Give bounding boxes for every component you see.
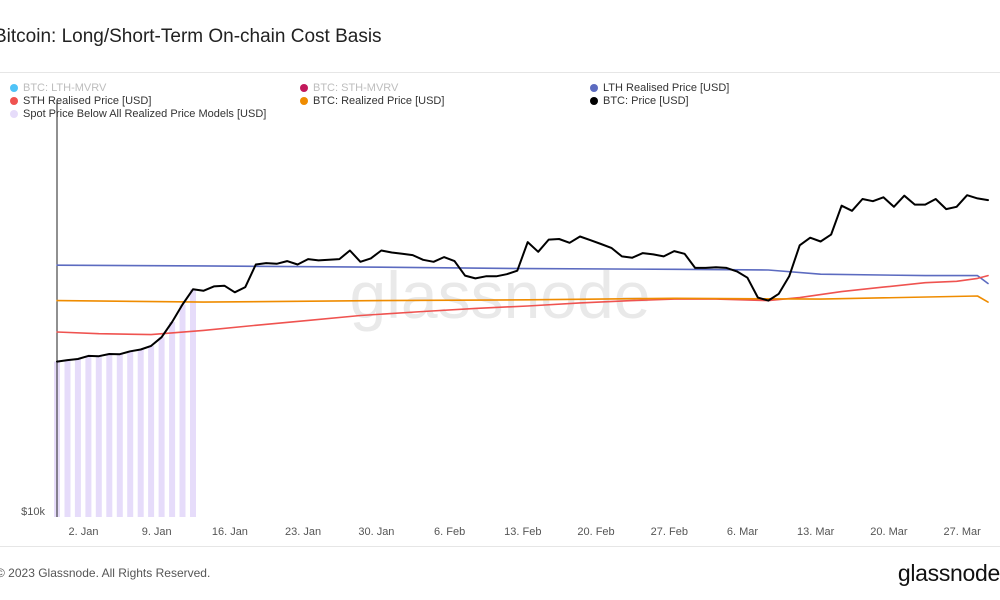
series-line-btc-realized-price-usd xyxy=(56,295,989,303)
legend-item-spot-below[interactable]: Spot Price Below All Realized Price Mode… xyxy=(10,108,266,120)
legend-dot-btc-price xyxy=(590,97,598,105)
highlight-bar xyxy=(116,354,123,517)
copyright-text: © 2023 Glassnode. All Rights Reserved. xyxy=(0,566,211,580)
x-tick-label: 20. Mar xyxy=(870,526,908,538)
header-divider xyxy=(0,72,1000,73)
highlight-bar xyxy=(169,322,176,517)
highlight-bar xyxy=(85,355,92,517)
legend-item-sth-mvrv[interactable]: BTC: STH-MVRV xyxy=(300,82,398,94)
x-tick-label: 30. Jan xyxy=(358,526,394,538)
chart-title: Bitcoin: Long/Short-Term On-chain Cost B… xyxy=(0,26,382,47)
x-tick-label: 9. Jan xyxy=(142,526,172,538)
legend-label-lth-realised-price: LTH Realised Price [USD] xyxy=(603,82,730,94)
legend-dot-sth-mvrv xyxy=(300,84,308,92)
brand-logo-text: glassnode xyxy=(897,560,1000,586)
highlight-bar xyxy=(106,354,113,517)
series-line-sth-realised-price-usd xyxy=(56,274,989,336)
x-tick-label: 27. Feb xyxy=(651,526,688,538)
legend-label-realized-price: BTC: Realized Price [USD] xyxy=(313,95,445,107)
series-line-btc-price-usd xyxy=(56,194,989,363)
highlight-bar xyxy=(64,360,71,517)
legend-label-sth-realised-price: STH Realised Price [USD] xyxy=(23,95,152,107)
legend-dot-lth-realised-price xyxy=(590,84,598,92)
legend: BTC: LTH-MVRV BTC: STH-MVRV LTH Realised… xyxy=(0,80,1000,124)
highlight-bar xyxy=(158,337,165,517)
highlight-bar xyxy=(74,359,81,517)
x-tick-layer: 2. Jan 9. Jan 16. Jan 23. Jan 30. Jan 6. Feb 1… xyxy=(69,526,982,538)
footer-divider xyxy=(0,546,1000,547)
legend-label-lth-mvrv: BTC: LTH-MVRV xyxy=(23,82,107,94)
watermark-text: glassnode xyxy=(350,258,651,332)
x-tick-label: 6. Mar xyxy=(727,526,759,538)
highlight-bar xyxy=(137,349,144,517)
legend-dot-lth-mvrv xyxy=(10,84,18,92)
legend-item-realized-price[interactable]: BTC: Realized Price [USD] xyxy=(300,95,444,107)
highlight-bar xyxy=(95,356,102,517)
x-tick-label: 2. Jan xyxy=(69,526,99,538)
highlight-layer xyxy=(54,289,196,517)
legend-item-sth-realised-price[interactable]: STH Realised Price [USD] xyxy=(10,95,151,107)
legend-label-spot-below: Spot Price Below All Realized Price Mode… xyxy=(23,108,267,120)
legend-item-lth-realised-price[interactable]: LTH Realised Price [USD] xyxy=(590,82,729,94)
highlight-bar xyxy=(148,345,155,517)
x-tick-label: 23. Jan xyxy=(285,526,321,538)
y-tick-layer: $10k xyxy=(21,506,45,518)
legend-dot-spot-below xyxy=(10,110,18,118)
x-tick-label: 13. Feb xyxy=(504,526,541,538)
highlight-bar xyxy=(179,304,186,517)
legend-item-lth-mvrv[interactable]: BTC: LTH-MVRV xyxy=(10,82,106,94)
legend-item-btc-price[interactable]: BTC: Price [USD] xyxy=(590,95,689,107)
y-tick-label: $10k xyxy=(21,506,45,518)
legend-dot-sth-realised-price xyxy=(10,97,18,105)
legend-label-sth-mvrv: BTC: STH-MVRV xyxy=(313,82,399,94)
x-tick-label: 16. Jan xyxy=(212,526,248,538)
x-tick-label: 13. Mar xyxy=(797,526,835,538)
legend-label-btc-price: BTC: Price [USD] xyxy=(603,95,689,107)
series-layer xyxy=(56,194,989,363)
x-tick-label: 27. Mar xyxy=(944,526,982,538)
x-tick-label: 20. Feb xyxy=(577,526,614,538)
highlight-bar xyxy=(190,289,196,517)
x-tick-label: 6. Feb xyxy=(434,526,465,538)
legend-dot-realized-price xyxy=(300,97,308,105)
series-line-lth-realised-price-usd xyxy=(56,264,989,285)
highlight-bar xyxy=(127,351,134,517)
